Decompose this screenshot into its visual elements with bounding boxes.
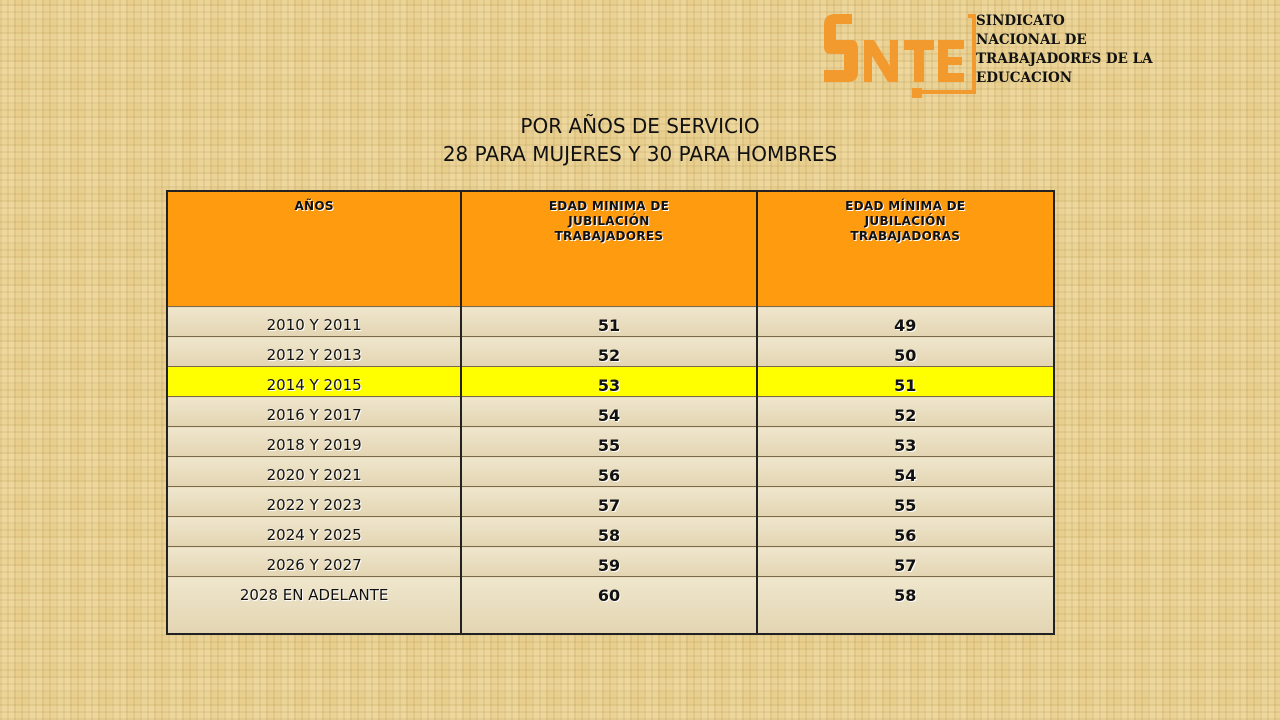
cell-years: 2024 Y 2025 [167, 516, 462, 547]
cell-men-age: 57 [460, 486, 757, 517]
slide-title: POR AÑOS DE SERVICIO 28 PARA MUJERES Y 3… [280, 112, 1000, 168]
cell-years: 2014 Y 2015 [167, 366, 462, 397]
cell-women-age: 56 [755, 516, 1054, 547]
cell-women-age: 58 [755, 576, 1054, 634]
header-men: EDAD MINIMA DE JUBILACIÓN TRABAJADORES [460, 191, 757, 307]
cell-women-age: 54 [755, 456, 1054, 487]
cell-years: 2022 Y 2023 [167, 486, 462, 517]
cell-men-age: 56 [460, 456, 757, 487]
cell-years: 2016 Y 2017 [167, 396, 462, 427]
table-row: 2016 Y 2017 54 52 [167, 396, 1054, 427]
logo-line-2: NACIONAL DE [976, 32, 1087, 48]
cell-men-age: 58 [460, 516, 757, 547]
snte-logo [824, 14, 976, 98]
cell-women-age: 57 [755, 546, 1054, 577]
cell-men-age: 52 [460, 336, 757, 367]
header-women: EDAD MÍNIMA DE JUBILACIÓN TRABAJADORAS [755, 191, 1054, 307]
cell-men-age: 60 [460, 576, 757, 634]
table-row: 2018 Y 2019 55 53 [167, 426, 1054, 457]
cell-years: 2020 Y 2021 [167, 456, 462, 487]
cell-years: 2026 Y 2027 [167, 546, 462, 577]
title-line-1: POR AÑOS DE SERVICIO [520, 114, 760, 138]
title-line-2: 28 PARA MUJERES Y 30 PARA HOMBRES [442, 142, 838, 166]
cell-years: 2028 EN ADELANTE [167, 576, 462, 634]
cell-men-age: 53 [460, 366, 757, 397]
table-row: 2028 EN ADELANTE 60 58 [167, 576, 1054, 634]
cell-women-age: 55 [755, 486, 1054, 517]
retirement-age-table: AÑOS EDAD MINIMA DE JUBILACIÓN TRABAJADO… [166, 190, 1055, 635]
cell-years: 2010 Y 2011 [167, 306, 462, 337]
cell-women-age: 49 [755, 306, 1054, 337]
logo-text: SINDICATO NACIONAL DE TRABAJADORES DE LA… [976, 12, 1176, 88]
table-row: 2020 Y 2021 56 54 [167, 456, 1054, 487]
table-header-row: AÑOS EDAD MINIMA DE JUBILACIÓN TRABAJADO… [167, 191, 1054, 307]
logo-line-1: SINDICATO [976, 13, 1065, 29]
cell-men-age: 54 [460, 396, 757, 427]
header-years: AÑOS [167, 191, 462, 307]
cell-women-age: 50 [755, 336, 1054, 367]
table-row: 2012 Y 2013 52 50 [167, 336, 1054, 367]
table-row-highlighted: 2014 Y 2015 53 51 [167, 366, 1054, 397]
logo-line-3: TRABAJADORES DE LA [976, 51, 1153, 67]
cell-women-age: 51 [755, 366, 1054, 397]
cell-men-age: 55 [460, 426, 757, 457]
cell-women-age: 52 [755, 396, 1054, 427]
table-row: 2022 Y 2023 57 55 [167, 486, 1054, 517]
cell-men-age: 59 [460, 546, 757, 577]
table-row: 2024 Y 2025 58 56 [167, 516, 1054, 547]
table-row: 2010 Y 2011 51 49 [167, 306, 1054, 337]
cell-women-age: 53 [755, 426, 1054, 457]
cell-years: 2012 Y 2013 [167, 336, 462, 367]
logo-line-4: EDUCACION [976, 70, 1073, 86]
cell-years: 2018 Y 2019 [167, 426, 462, 457]
table-row: 2026 Y 2027 59 57 [167, 546, 1054, 577]
cell-men-age: 51 [460, 306, 757, 337]
